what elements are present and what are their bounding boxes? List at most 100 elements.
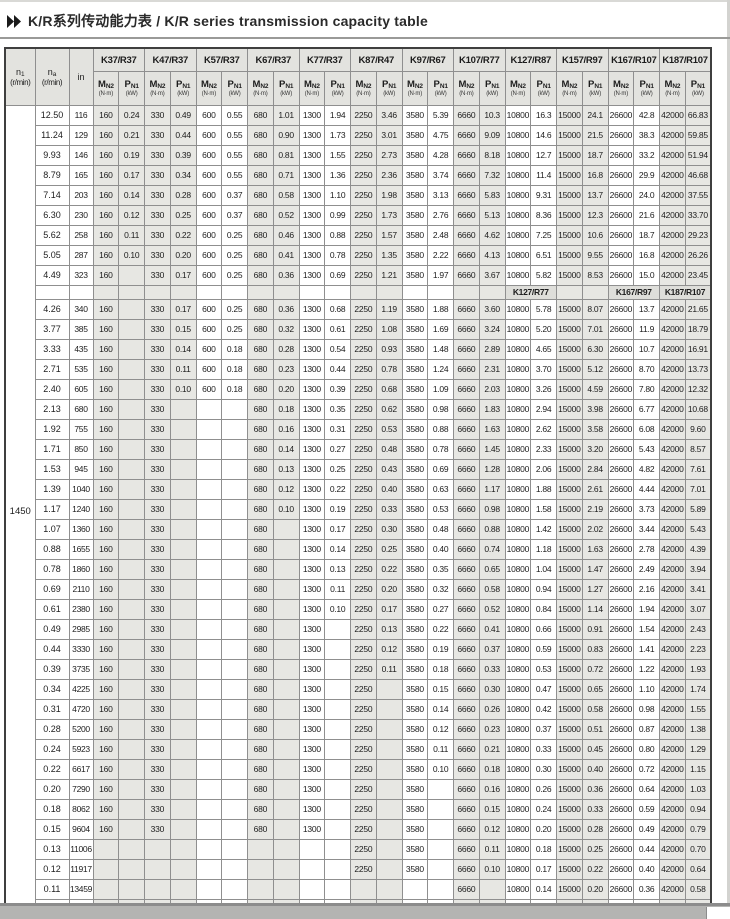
pn1-cell xyxy=(118,819,145,840)
pn1-cell: 0.99 xyxy=(324,205,351,226)
mn2-cell: 6660 xyxy=(453,185,480,206)
mn2-cell: 26600 xyxy=(607,499,635,520)
pn1-cell: 0.35 xyxy=(324,399,351,420)
mn2-cell: 2250 xyxy=(350,799,377,820)
mn2-cell: 42000 xyxy=(659,319,686,340)
mn2-cell: 15000 xyxy=(556,619,583,640)
pn1-cell xyxy=(169,399,197,420)
ratio-cell: 146 xyxy=(68,145,94,166)
mn2-cell: 2250 xyxy=(350,359,377,380)
pn1-cell: 1.36 xyxy=(324,165,351,186)
mn2-cell: 160 xyxy=(92,639,120,660)
pn1-cell: 0.40 xyxy=(375,479,403,500)
pn1-cell: 8.07 xyxy=(581,299,609,320)
na-cell: 3.33 xyxy=(34,339,70,360)
mn2-cell: 15000 xyxy=(556,579,583,600)
mn2-cell: 2250 xyxy=(350,579,377,600)
pn1-cell xyxy=(118,519,145,540)
mn2-cell: 42000 xyxy=(659,245,686,266)
table-row: 0.78 1860 160 330 680 1300 0.13 2250 0.22 3580 0.3… xyxy=(5,559,712,580)
pn1-cell: 2.73 xyxy=(375,145,403,166)
pn1-cell: 0.55 xyxy=(221,145,248,166)
pn1-cell xyxy=(478,879,506,900)
pn1-cell xyxy=(169,839,197,860)
pn1-cell: 1.17 xyxy=(478,479,506,500)
mn2-cell: 1300 xyxy=(298,205,326,226)
mn2-cell: 15000 xyxy=(556,379,583,400)
pn1-cell: 0.25 xyxy=(221,319,248,340)
pn1-cell xyxy=(375,839,403,860)
pn1-cell: 13.73 xyxy=(684,359,712,380)
pn1-cell xyxy=(118,659,145,680)
mn2-cell: 15000 xyxy=(556,145,583,166)
pn1-cell xyxy=(375,879,403,900)
pn1-cell: 0.25 xyxy=(221,245,248,266)
pn1-cell: 0.65 xyxy=(478,559,506,580)
mn2-cell: 10800 xyxy=(504,339,532,360)
ratio-cell: 4720 xyxy=(68,699,94,720)
ratio-cell: 1655 xyxy=(68,539,94,560)
mn2-cell: 26600 xyxy=(607,319,635,340)
mn2-cell: 15000 xyxy=(556,165,583,186)
mn2-cell: 680 xyxy=(247,779,274,800)
mn2-cell: 330 xyxy=(144,559,171,580)
page-title: K/R系列传动能力表 / K/R series transmission cap… xyxy=(28,13,428,29)
mn2-cell: 42000 xyxy=(659,125,686,146)
mn2-cell: 15000 xyxy=(556,599,583,620)
pn1-cell: 0.30 xyxy=(530,759,557,780)
mn2-cell: 10800 xyxy=(504,419,532,440)
mn2-cell: 42000 xyxy=(659,799,686,820)
pn1-cell: 0.20 xyxy=(581,879,609,900)
mn2-cell: 680 xyxy=(247,339,274,360)
mn2-cell: 26600 xyxy=(607,419,635,440)
mn2-cell: 26600 xyxy=(607,105,635,126)
mn2-cell: 1300 xyxy=(298,165,326,186)
pn1-cell xyxy=(272,839,300,860)
pn1-cell xyxy=(324,619,351,640)
pn1-cell: 0.10 xyxy=(324,599,351,620)
pn1-cell xyxy=(221,699,248,720)
pn1-cell: 0.18 xyxy=(427,659,454,680)
pn1-cell xyxy=(169,759,197,780)
mn2-cell: 15000 xyxy=(556,439,583,460)
pn1-cell: 0.10 xyxy=(272,499,300,520)
title-divider xyxy=(0,37,730,39)
mn2-cell: 680 xyxy=(247,559,274,580)
mn2-cell: 2250 xyxy=(350,779,377,800)
na-cell: 0.24 xyxy=(34,739,70,760)
pn1-cell: 4.39 xyxy=(684,539,712,560)
pn1-cell xyxy=(427,799,454,820)
mn2-cell: 2250 xyxy=(350,679,377,700)
mn2-cell: 3580 xyxy=(401,759,429,780)
mn2-cell: 6660 xyxy=(453,319,480,340)
mn2-cell: 680 xyxy=(247,265,274,286)
pn1-cell xyxy=(169,779,197,800)
pn1-cell: 0.72 xyxy=(633,759,660,780)
table-row: 0.44 3330 160 330 680 1300 2250 0.12 3580 0.19 666… xyxy=(5,639,712,660)
na-cell: 11.24 xyxy=(34,125,70,146)
pn1-cell: 0.22 xyxy=(427,619,454,640)
mn2-cell: 680 xyxy=(247,439,274,460)
mn2-cell: 15000 xyxy=(556,879,583,900)
pn1-cell xyxy=(221,719,248,740)
pn1-cell: 0.13 xyxy=(324,559,351,580)
mn2-cell: 330 xyxy=(144,539,171,560)
mn2-cell: 1300 xyxy=(298,299,326,320)
pn1-cell xyxy=(118,759,145,780)
mn2-header: MN2 (N·m) xyxy=(247,71,274,106)
pn1-cell: 0.25 xyxy=(324,459,351,480)
pn1-cell: 1.10 xyxy=(633,679,660,700)
mn2-cell: 3580 xyxy=(401,719,429,740)
pn1-cell: 1.03 xyxy=(684,779,712,800)
mn2-cell: 26600 xyxy=(607,559,635,580)
pn1-cell: 0.17 xyxy=(530,859,557,880)
pn1-cell: 46.68 xyxy=(684,165,712,186)
ratio-cell: 11006 xyxy=(68,839,94,860)
pn1-cell: 0.93 xyxy=(375,339,403,360)
mn2-cell: 6660 xyxy=(453,839,480,860)
pn1-cell: 13.7 xyxy=(581,185,609,206)
pn1-cell: 24.0 xyxy=(633,185,660,206)
pn1-cell: 1.27 xyxy=(581,579,609,600)
mid-group-label: K187/R107 xyxy=(659,285,712,300)
pn1-cell xyxy=(118,479,145,500)
